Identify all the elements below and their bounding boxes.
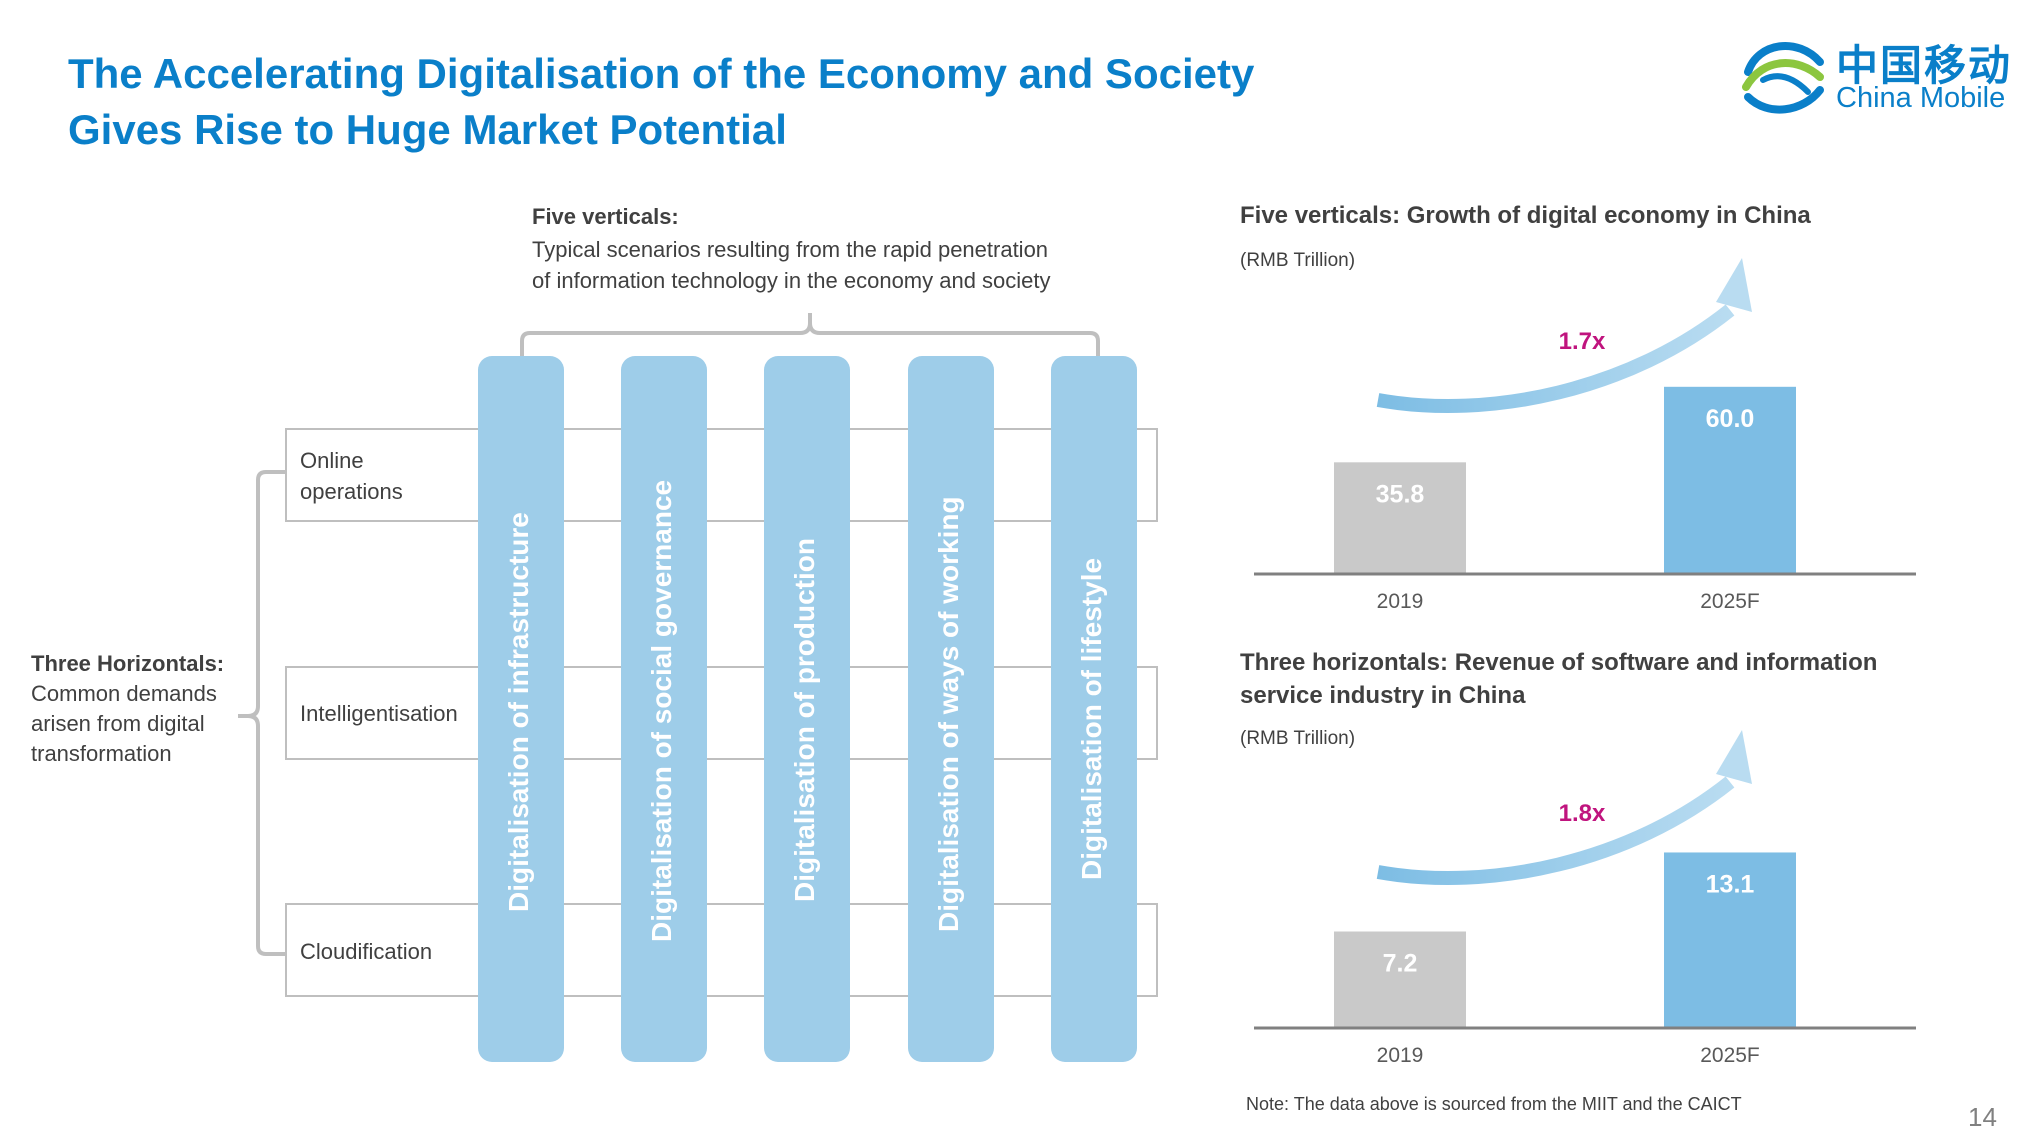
- vertical-pillar-production: Digitalisation of production: [764, 356, 850, 1062]
- verticals-caption-heading: Five verticals:: [532, 204, 679, 229]
- horizontal-box-online-operations: [285, 428, 1158, 522]
- growth-arrow-1: [1376, 304, 1735, 413]
- horizontals-caption-line-2: arisen from digital: [31, 711, 205, 736]
- horizontal-box-cloudification: [285, 903, 1158, 997]
- vertical-label-lifestyle: Digitalisation of lifestyle: [1076, 557, 1107, 880]
- chart-2-category-label-2019: 2019: [1377, 1044, 1424, 1067]
- chart-1-category-label-2025F: 2025F: [1700, 590, 1760, 613]
- chart-1-category-label-2019: 2019: [1377, 590, 1424, 613]
- chart-2-category-label-2025F: 2025F: [1700, 1044, 1760, 1067]
- growth-label-1: 1.7x: [1559, 328, 1606, 355]
- growth-arrow-2-head: [1716, 730, 1752, 784]
- chart-2-value-label-2019: 7.2: [1383, 950, 1418, 978]
- page-title: The Accelerating Digitalisation of the E…: [68, 46, 1254, 158]
- horizontal-label-online-operations: Online operations: [300, 448, 403, 504]
- chart-2-bar-2019: [1334, 931, 1466, 1028]
- chart-2-value-label-2025F: 13.1: [1706, 870, 1755, 898]
- chart-1-value-label-2025F: 60.0: [1706, 405, 1755, 433]
- vertical-pillar-social-governance: Digitalisation of social governance: [621, 356, 707, 1062]
- horizontal-label-intelligentisation: Intelligentisation: [300, 701, 458, 726]
- chart-1-title: Five verticals: Growth of digital econom…: [1240, 202, 1811, 229]
- growth-arrow-2: [1376, 776, 1735, 885]
- horizontals-brace: [238, 470, 286, 956]
- logo-english-text: China Mobile: [1836, 82, 2006, 114]
- chart-2-bar-2025F: [1664, 852, 1796, 1028]
- chart-2-title-line-1: Three horizontals: Revenue of software a…: [1240, 649, 1878, 676]
- chart-1-bar-2019: [1334, 462, 1466, 574]
- vertical-label-production: Digitalisation of production: [789, 538, 820, 902]
- horizontals-caption-line-1: Common demands: [31, 681, 217, 706]
- verticals-caption: Five verticals: Typical scenarios result…: [532, 204, 1051, 296]
- vertical-pillar-ways-of-working: Digitalisation of ways of working: [908, 356, 994, 1062]
- verticals-brace: [520, 313, 1100, 357]
- vertical-label-infrastructure: Digitalisation of infrastructure: [503, 512, 534, 912]
- source-note: Note: The data above is sourced from the…: [1246, 1094, 1742, 1114]
- chart-2-title: Three horizontals: Revenue of software a…: [1240, 646, 1877, 712]
- china-mobile-logo: 中国移动 China Mobile: [1738, 32, 2018, 122]
- chart-2: 1.8x 7.2 2019 13.1 2025F: [1254, 730, 1916, 1067]
- china-mobile-logo-icon: [1742, 42, 1824, 114]
- vertical-label-ways-of-working: Digitalisation of ways of working: [933, 496, 964, 932]
- verticals-caption-line-1: Typical scenarios resulting from the rap…: [532, 237, 1049, 262]
- growth-label-2: 1.8x: [1559, 800, 1606, 827]
- chart-2-title-line-2: service industry in China: [1240, 682, 1526, 709]
- chart-1-value-label-2019: 35.8: [1376, 480, 1425, 508]
- chart-1-bar-2025F: [1664, 386, 1796, 574]
- horizontals-caption: Three Horizontals: Common demands arisen…: [31, 648, 224, 769]
- chart-2-unit: (RMB Trillion): [1240, 728, 1356, 749]
- page-title-line-1: The Accelerating Digitalisation of the E…: [68, 50, 1255, 97]
- logo-chinese-text: 中国移动: [1836, 41, 2013, 90]
- chart-1-unit: (RMB Trillion): [1240, 250, 1356, 271]
- growth-arrow-1-head: [1716, 258, 1752, 312]
- vertical-pillar-infrastructure: Digitalisation of infrastructure: [478, 356, 564, 1062]
- chart-1: 1.7x 35.8 2019 60.0 2025F: [1254, 258, 1916, 613]
- horizontals-caption-line-3: transformation: [31, 741, 172, 766]
- page-number: 14: [1968, 1102, 1997, 1132]
- horizontal-label-cloudification: Cloudification: [300, 939, 433, 964]
- vertical-pillar-lifestyle: Digitalisation of lifestyle: [1051, 356, 1137, 1062]
- horizontals-caption-heading: Three Horizontals:: [31, 651, 225, 676]
- vertical-label-social-governance: Digitalisation of social governance: [646, 479, 677, 942]
- verticals-caption-line-2: of information technology in the economy…: [532, 268, 1051, 293]
- horizontal-box-intelligentisation: [285, 666, 1158, 760]
- page-title-line-2: Gives Rise to Huge Market Potential: [68, 106, 787, 153]
